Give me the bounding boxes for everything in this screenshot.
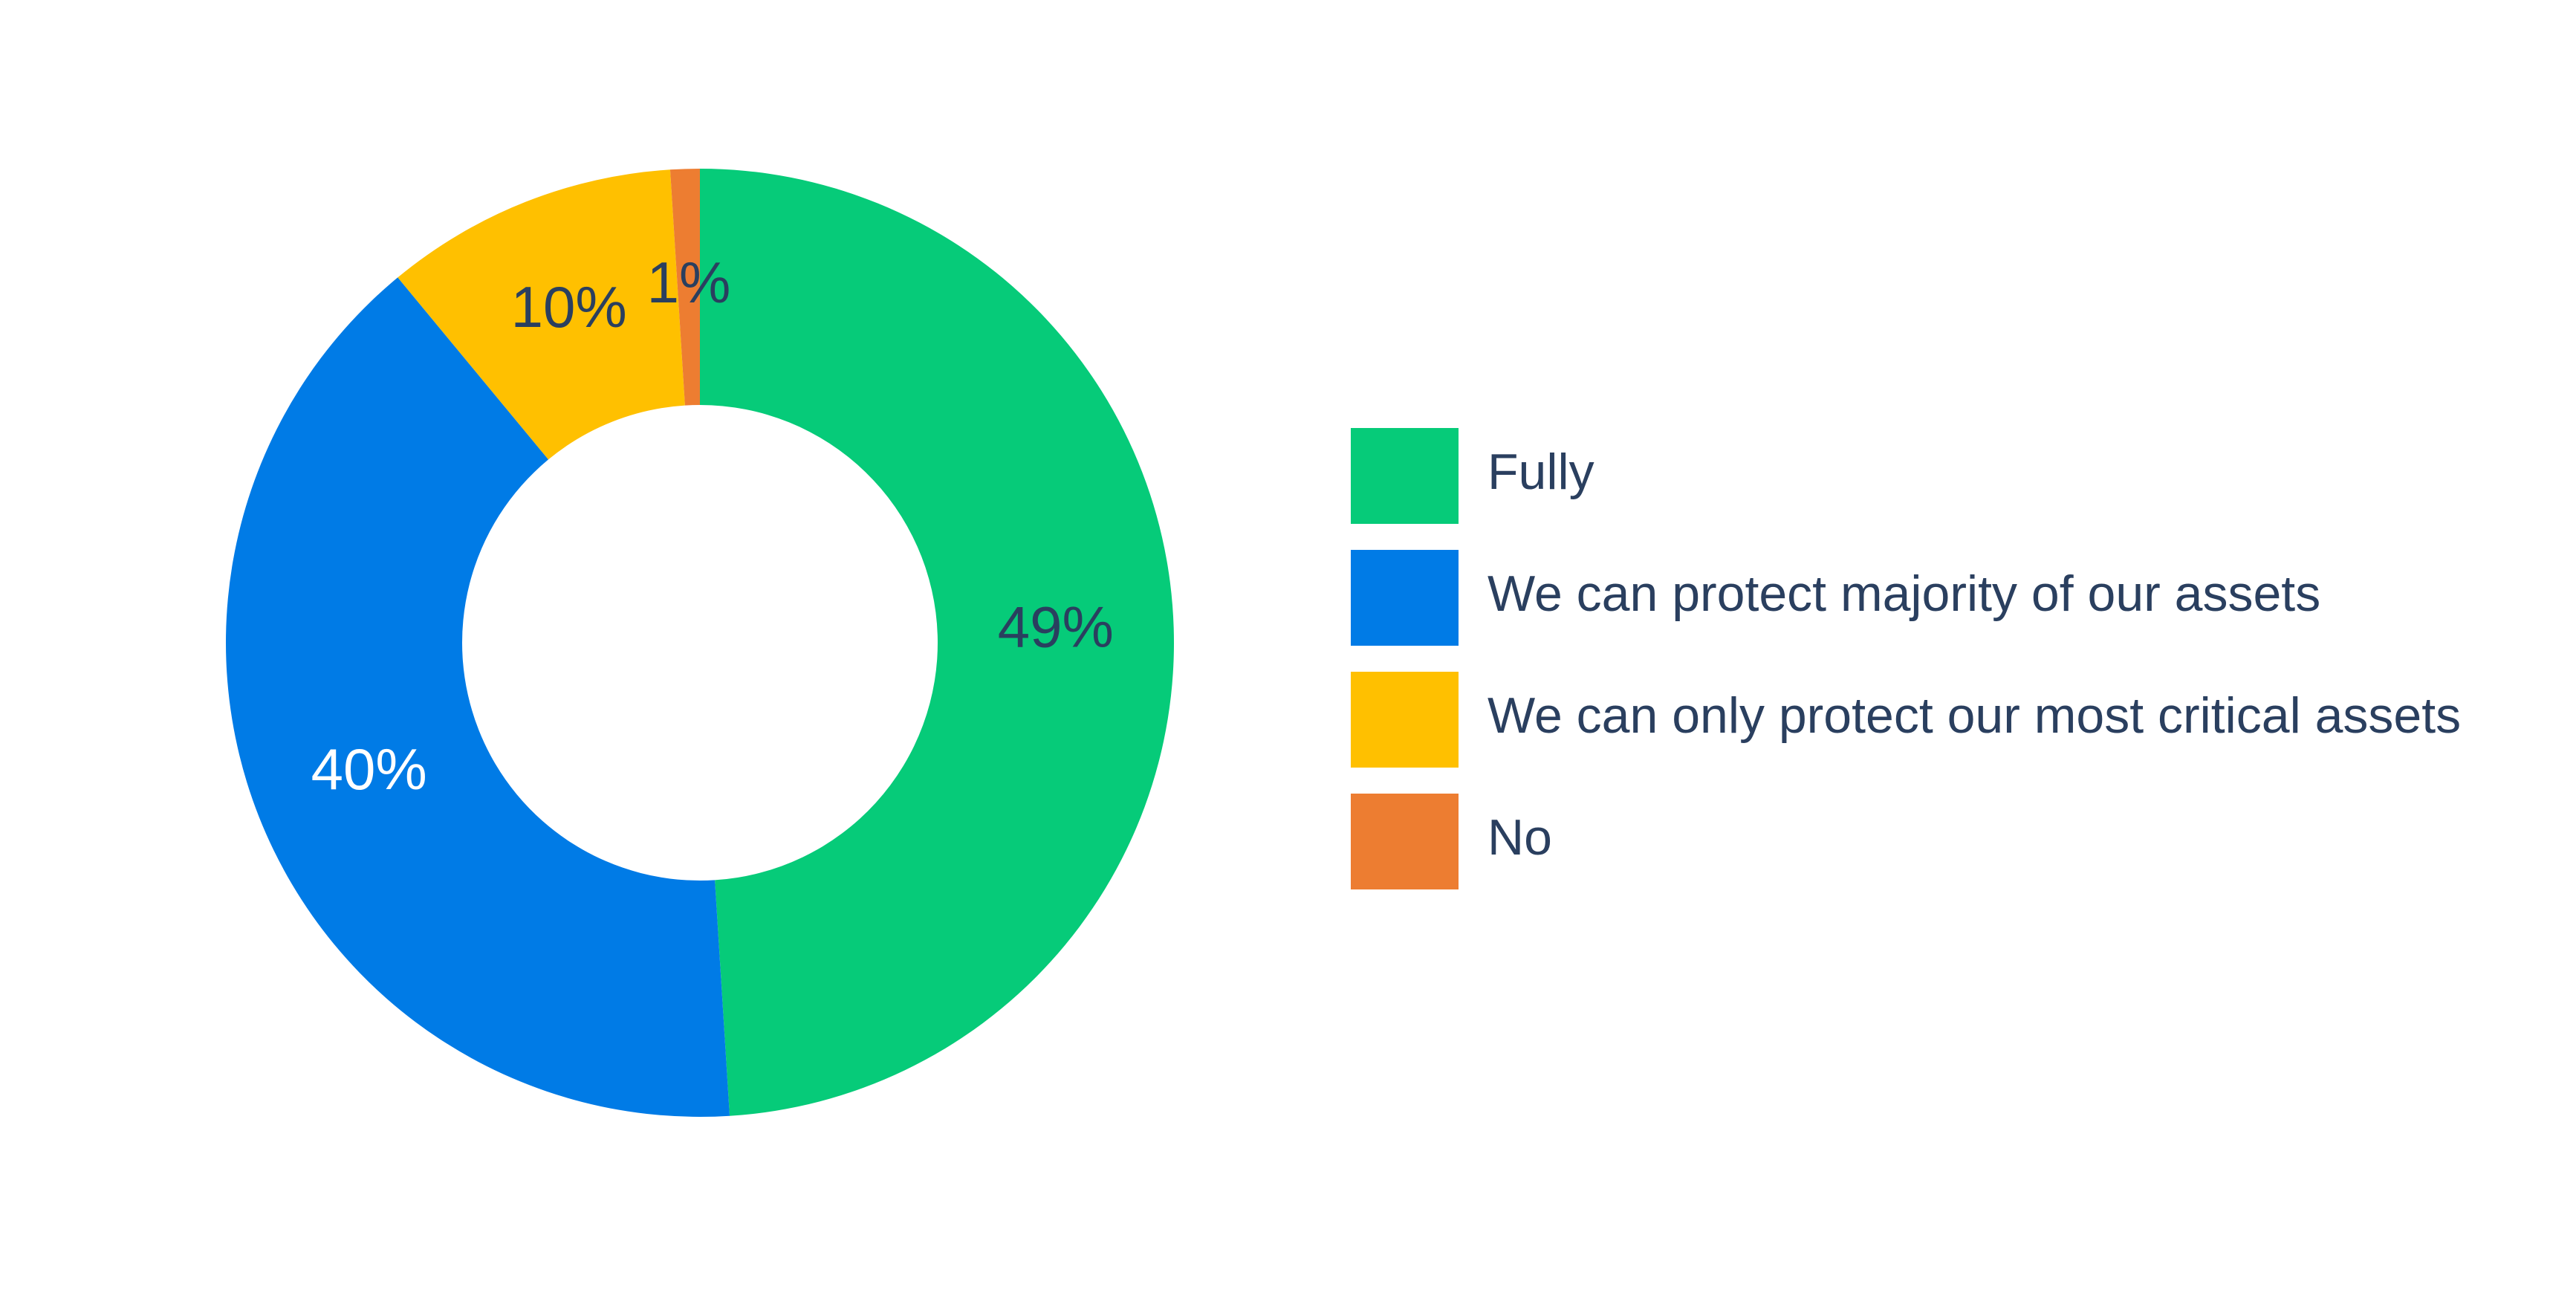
legend-label: We can protect majority of our assets	[1487, 565, 2320, 622]
slice-label: 1%	[647, 250, 731, 315]
legend-swatch	[1351, 794, 1459, 889]
slice-label: 40%	[311, 736, 427, 802]
donut-slice	[700, 169, 1174, 1116]
donut-slice	[398, 169, 685, 460]
legend-swatch	[1351, 428, 1459, 524]
slice-label: 10%	[511, 274, 627, 340]
legend-label: We can only protect our most critical as…	[1487, 687, 2461, 744]
donut-slice	[669, 169, 700, 406]
legend-swatch	[1351, 550, 1459, 646]
slice-label: 49%	[998, 594, 1114, 660]
legend-label: Fully	[1487, 444, 1594, 500]
donut-slice	[226, 277, 730, 1117]
legend-swatch	[1351, 672, 1459, 768]
legend-label: No	[1487, 809, 1552, 866]
